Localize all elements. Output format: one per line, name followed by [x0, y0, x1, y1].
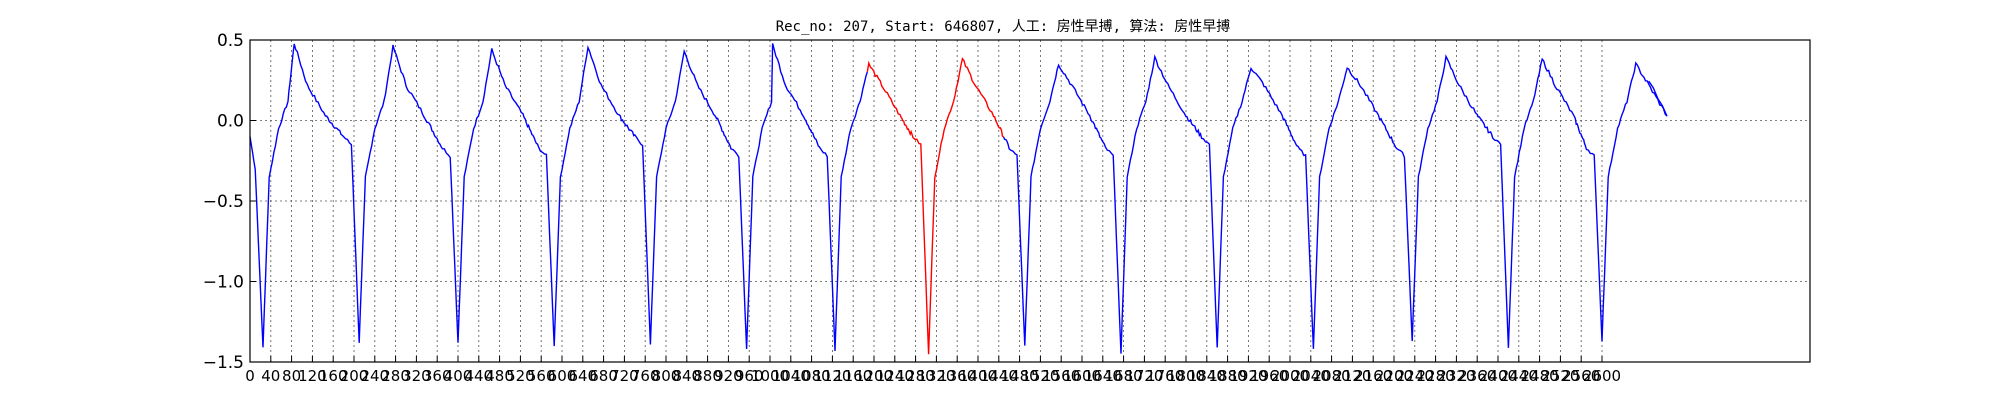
x-tick-label: 720: [610, 367, 639, 385]
x-tick-label: 1960: [1250, 367, 1288, 385]
chart-title: Rec_no: 207, Start: 646807, 人工: 房性早搏, 算法…: [776, 18, 1231, 35]
x-tick-label: 640: [568, 367, 597, 385]
x-tick-label: 1160: [834, 367, 872, 385]
x-tick-label: 1920: [1229, 367, 1267, 385]
x-tick-label: 120: [298, 367, 327, 385]
x-tick-label: 1320: [917, 367, 955, 385]
y-tick-label: −0.5: [203, 192, 244, 212]
x-tick-label: 2400: [1479, 367, 1517, 385]
x-tick-label: 1440: [980, 367, 1018, 385]
x-tick-label: 2320: [1437, 367, 1475, 385]
x-tick-label: 320: [402, 367, 431, 385]
x-tick-label: 600: [548, 367, 577, 385]
x-tick-label: 2040: [1292, 367, 1330, 385]
x-tick-label: 280: [381, 367, 410, 385]
y-tick-label: −1.0: [203, 273, 244, 293]
x-tick-label: 200: [340, 367, 369, 385]
x-tick-label: 1800: [1167, 367, 1205, 385]
x-tick-label: 2440: [1500, 367, 1538, 385]
x-tick-label: 2160: [1354, 367, 1392, 385]
y-axis-ticks: 0.5 0.0 −0.5 −1.0 −1.5: [203, 31, 256, 373]
x-tick-label: 80: [282, 367, 301, 385]
x-tick-label: 1280: [897, 367, 935, 385]
x-tick-label: 560: [527, 367, 556, 385]
x-tick-label: 1560: [1042, 367, 1080, 385]
x-tick-label: 1360: [938, 367, 976, 385]
x-tick-label: 1880: [1209, 367, 1247, 385]
y-tick-label: 0.0: [217, 112, 244, 132]
x-tick-label: 360: [423, 367, 452, 385]
x-tick-label: 1760: [1146, 367, 1184, 385]
x-tick-label: 880: [693, 367, 722, 385]
x-tick-label: 2520: [1541, 367, 1579, 385]
x-tick-label: 1840: [1188, 367, 1226, 385]
x-tick-label: 1400: [959, 367, 997, 385]
x-tick-label: 1040: [772, 367, 810, 385]
x-tick-label: 800: [652, 367, 681, 385]
x-tick-label: 400: [444, 367, 473, 385]
x-tick-label: 520: [506, 367, 535, 385]
y-tick-label: 0.5: [217, 31, 244, 51]
x-tick-label: 1720: [1125, 367, 1163, 385]
x-tick-label: 2600: [1583, 367, 1621, 385]
x-tick-label: 1000: [751, 367, 789, 385]
x-tick-label: 960: [735, 367, 764, 385]
x-axis-ticks: 0 40 8012016020024028032036040044048052056…: [245, 356, 1621, 385]
x-tick-label: 1680: [1105, 367, 1143, 385]
x-tick-label: 2080: [1313, 367, 1351, 385]
x-tick-label: 2360: [1458, 367, 1496, 385]
x-tick-label: 840: [672, 367, 701, 385]
x-tick-label: 1080: [793, 367, 831, 385]
x-tick-label: 1200: [855, 367, 893, 385]
x-tick-label: 2120: [1333, 367, 1371, 385]
x-tick-label: 1640: [1084, 367, 1122, 385]
x-tick-label: 1520: [1021, 367, 1059, 385]
x-tick-label: 2000: [1271, 367, 1309, 385]
x-tick-label: 2480: [1521, 367, 1559, 385]
x-tick-label: 1120: [813, 367, 851, 385]
x-tick-label: 0: [245, 367, 255, 385]
ecg-line: [1002, 54, 1668, 354]
x-tick-label: 1480: [1001, 367, 1039, 385]
highlighted-beat-line: [866, 57, 1005, 355]
signal-lines: [249, 43, 1668, 355]
x-tick-label: 160: [319, 367, 348, 385]
x-tick-label: 2240: [1396, 367, 1434, 385]
x-tick-label: 240: [360, 367, 389, 385]
x-tick-label: 2200: [1375, 367, 1413, 385]
y-tick-label: −1.5: [203, 353, 244, 373]
x-tick-label: 760: [631, 367, 660, 385]
x-tick-label: 440: [464, 367, 493, 385]
x-tick-label: 1240: [876, 367, 914, 385]
x-tick-label: 2560: [1562, 367, 1600, 385]
ecg-line: [249, 43, 868, 352]
x-tick-label: 920: [714, 367, 743, 385]
x-tick-label: 1600: [1063, 367, 1101, 385]
x-tick-label: 480: [485, 367, 514, 385]
x-tick-label: 2280: [1417, 367, 1455, 385]
x-tick-label: 680: [589, 367, 618, 385]
x-tick-label: 40: [261, 367, 280, 385]
